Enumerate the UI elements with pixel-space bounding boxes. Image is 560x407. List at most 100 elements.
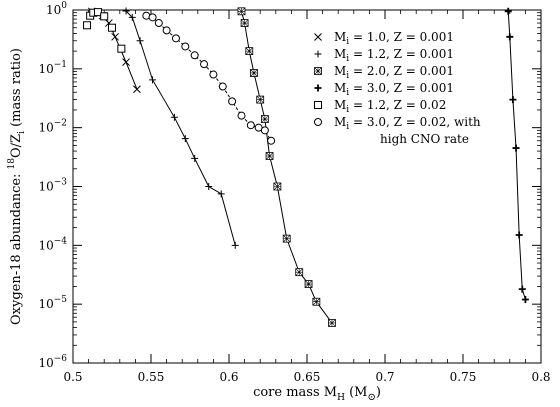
- legend-label: Mi = 1.0, Z = 0.001: [334, 30, 454, 47]
- series-line: [91, 10, 138, 90]
- marker-plus-bold: [506, 33, 514, 41]
- marker-cross: [111, 32, 119, 41]
- marker-boxstar-lines: [237, 7, 246, 16]
- x-tick-label: 0.7: [375, 370, 394, 384]
- legend-label: Mi = 3.0, Z = 0.02, with: [334, 115, 481, 132]
- marker-circle: [190, 51, 199, 60]
- marker-boxstar-lines: [328, 319, 336, 327]
- marker-circle: [260, 126, 269, 135]
- marker-boxstar-lines: [273, 182, 282, 191]
- marker-plus-bold: [515, 231, 523, 239]
- marker-boxstar-lines: [250, 69, 258, 77]
- marker-cross: [314, 33, 322, 41]
- marker-circle: [237, 111, 246, 120]
- legend-entry-4: Mi = 3.0, Z = 0.001: [314, 81, 454, 98]
- x-tick-label: 0.75: [450, 370, 477, 384]
- marker-plus: [231, 241, 239, 249]
- x-axis-title: core mass MH (M⊙): [253, 385, 381, 403]
- legend-label: Mi = 3.0, Z = 0.001: [334, 81, 454, 98]
- marker-boxstar-lines: [265, 152, 274, 160]
- series-4: [504, 7, 529, 304]
- marker-square: [83, 21, 92, 30]
- marker-boxstar-lines: [240, 19, 249, 27]
- marker-circle: [171, 34, 180, 43]
- marker-plus-bold: [512, 144, 520, 152]
- series-6: [142, 11, 276, 145]
- y-tick-label: 10−3: [38, 178, 67, 194]
- marker-plus: [149, 76, 157, 84]
- marker-plus: [122, 7, 130, 15]
- marker-cross: [122, 58, 130, 66]
- series-2: [122, 7, 239, 249]
- y-axis: 100 10−1 10−2 10−3 10−4 10−5 10−6: [38, 1, 541, 370]
- marker-circle: [228, 97, 237, 106]
- marker-plus-bold: [314, 84, 322, 92]
- series-layer: [83, 7, 529, 327]
- marker-circle: [181, 42, 190, 51]
- x-tick-label: 0.65: [294, 370, 321, 384]
- marker-boxstar-lines: [256, 95, 264, 104]
- marker-circle: [148, 13, 157, 22]
- marker-circle: [267, 136, 276, 145]
- marker-circle: [246, 121, 255, 130]
- series-3: [237, 7, 336, 327]
- marker-boxstar-lines: [295, 268, 303, 276]
- marker-plus: [205, 183, 213, 190]
- y-tick-label: 100: [46, 1, 67, 17]
- x-tick-label: 0.5: [63, 370, 82, 384]
- legend-entry-2: Mi = 1.2, Z = 0.001: [314, 47, 454, 64]
- marker-square: [100, 12, 109, 21]
- marker-plus-bold: [504, 7, 512, 15]
- marker-square: [108, 23, 116, 32]
- marker-plus: [181, 135, 189, 143]
- marker-plus: [170, 113, 178, 121]
- marker-boxstar-lines: [312, 298, 321, 306]
- legend-entry-3: Mi = 2.0, Z = 0.001: [314, 64, 454, 81]
- marker-circle: [314, 118, 322, 126]
- legend-label-continued: high CNO rate: [380, 132, 469, 146]
- marker-boxstar-lines: [261, 115, 269, 123]
- marker-circle: [154, 19, 163, 28]
- marker-circle: [200, 60, 209, 69]
- legend-entry-1: Mi = 1.0, Z = 0.001: [314, 30, 454, 47]
- marker-cross: [133, 85, 141, 94]
- plot-frame: [72, 9, 542, 364]
- marker-plus: [136, 37, 144, 45]
- y-tick-label: 10−4: [38, 236, 67, 252]
- y-tick-label: 10−5: [38, 295, 67, 311]
- marker-plus-bold: [518, 285, 526, 293]
- series-line: [125, 10, 236, 246]
- series-line: [146, 15, 272, 141]
- y-tick-label: 10−1: [38, 60, 67, 76]
- x-axis: 0.5 0.55 0.6 0.65 0.7 0.75 0.8: [63, 10, 551, 384]
- marker-plus: [314, 50, 322, 58]
- y-tick-label: 10−2: [38, 119, 67, 135]
- marker-plus: [191, 154, 199, 162]
- marker-boxstar-lines: [314, 67, 322, 75]
- marker-square: [314, 101, 322, 109]
- marker-square: [93, 8, 102, 17]
- x-tick-label: 0.55: [138, 370, 165, 384]
- marker-plus: [217, 190, 225, 198]
- marker-circle: [218, 82, 227, 91]
- marker-circle: [209, 70, 218, 79]
- legend-entry-5: Mi = 1.2, Z = 0.02: [314, 98, 446, 115]
- marker-square: [117, 44, 126, 53]
- marker-boxstar-lines: [283, 234, 291, 243]
- x-tick-label: 0.6: [219, 370, 238, 384]
- legend-label: Mi = 2.0, Z = 0.001: [334, 64, 454, 81]
- series-5: [83, 8, 126, 53]
- x-tick-label: 0.8: [531, 370, 550, 384]
- marker-boxstar-lines: [245, 47, 253, 55]
- legend-label: Mi = 1.2, Z = 0.02: [334, 98, 446, 115]
- marker-plus-bold: [509, 96, 517, 104]
- marker-circle: [162, 26, 171, 35]
- y-tick-label: 10−6: [38, 354, 67, 370]
- series-line: [507, 11, 526, 300]
- marker-boxstar-lines: [304, 280, 313, 288]
- series-line: [240, 11, 333, 324]
- plot-border: [72, 9, 542, 364]
